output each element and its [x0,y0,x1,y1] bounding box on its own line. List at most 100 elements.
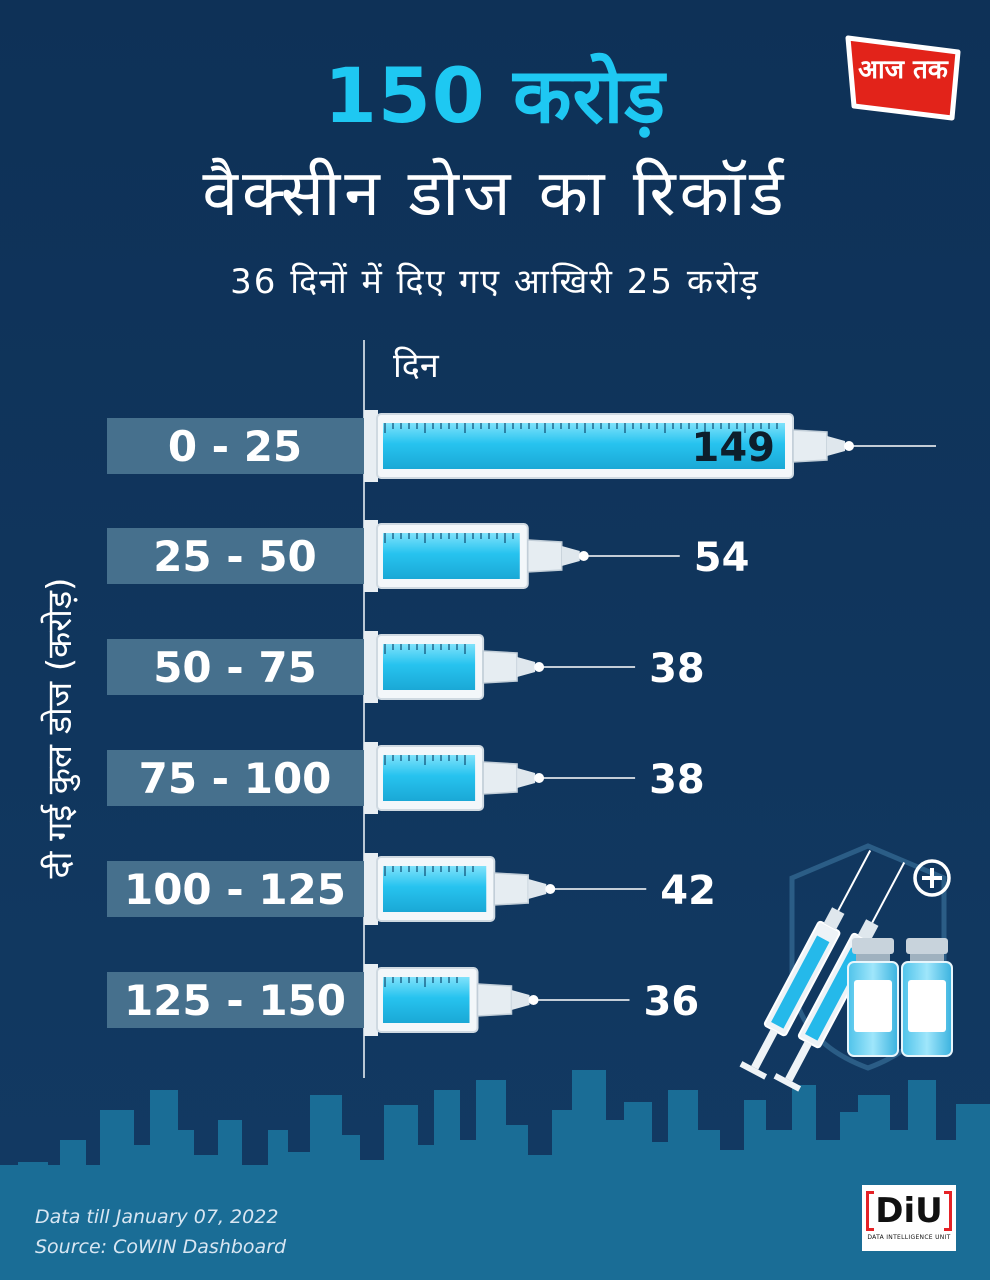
skyline-building [572,1070,606,1280]
skyline-building [526,1155,554,1280]
plus-icon [922,868,942,888]
skyline-building [744,1100,766,1280]
skyline-building [310,1095,342,1280]
skyline-building [458,1140,478,1280]
syringe-vial-illustration [739,843,953,1092]
diu-bracket-left [866,1191,874,1231]
skyline-building [60,1140,86,1280]
needle-base [528,995,539,1005]
category-label-box [107,972,364,1028]
skyline-building [268,1130,288,1280]
category-label-box [107,861,364,917]
x-axis-label: दिन [393,346,439,386]
needle-base [844,441,854,451]
aajtak-logo-text: आज तक [858,55,949,85]
syringe-icon [739,850,872,1080]
skyline-building [650,1142,670,1280]
skyline-building [150,1090,178,1280]
bar-fill [383,423,785,469]
syringe-bar: 75 - 100 38 [107,742,705,814]
syringe-hub [792,429,828,463]
syringe-bar: 0 - 25 149 [107,410,936,482]
skyline-building [792,1085,816,1280]
skyline-building [552,1110,574,1280]
skyline-building [100,1110,134,1280]
skyline-building [814,1140,842,1280]
syringe-tip [528,879,547,899]
skyline-building [414,1145,436,1280]
plus-circle-icon [913,859,951,897]
data-label: 38 [649,646,705,692]
skyline-building [82,1170,102,1280]
bar-fill [383,533,520,579]
data-label: 149 [692,425,776,471]
syringe-bar: 100 - 125 42 [107,853,716,925]
syringe-bar: 25 - 50 54 [107,520,749,592]
category-label: 75 - 100 [139,754,332,803]
syringe-flange [364,631,378,703]
skyline-building [18,1162,48,1280]
syringe-tip [517,657,536,677]
syringe-flange [364,410,378,482]
category-label: 100 - 125 [124,865,346,914]
skyline-building [476,1080,506,1280]
needle-base [578,551,589,561]
vaccine-vial-icon [847,938,899,1057]
category-label: 50 - 75 [153,643,317,692]
data-label: 38 [649,757,705,803]
skyline-building [764,1130,794,1280]
skyline-building [624,1102,652,1280]
syringe-flange [364,853,378,925]
syringe-hub [482,650,518,684]
page-subtitle: 36 दिनों में दिए गए आखिरी 25 करोड़ [230,262,760,302]
skyline-building [44,1185,62,1280]
syringe-flange [364,964,378,1036]
syringe-hub [493,872,530,906]
skyline-building [0,1200,22,1280]
needle-base [534,662,545,672]
needle-base [545,884,556,894]
syringe-tip [827,436,845,456]
skyline-building [286,1152,312,1280]
data-label: 54 [694,535,750,581]
vaccine-vial-icon [901,938,953,1057]
syringe-bar: 50 - 75 38 [107,631,705,703]
skyline-building [718,1150,746,1280]
syringe-flange [364,742,378,814]
aajtak-logo: आज तक [845,35,961,121]
skyline-building [434,1090,460,1280]
skyline-building [384,1105,418,1280]
skyline-building [192,1155,222,1280]
data-date-note: Data till January 07, 2022 [35,1206,279,1228]
category-label-box [107,528,364,584]
skyline-building [840,1112,860,1280]
skyline-building [338,1135,360,1280]
bar-fill [383,755,476,801]
skyline-building [604,1120,626,1280]
skyline-building [504,1125,528,1280]
syringe-tip [511,990,530,1010]
skyline-building [130,1145,152,1280]
category-label-box [107,418,364,474]
syringe-hub [482,761,518,795]
category-label-box [107,750,364,806]
data-label: 42 [660,868,716,914]
syringe-bar: 125 - 150 36 [107,964,699,1036]
bar-fill [383,866,487,912]
diu-logo-subtext: DATA INTELLIGENCE UNIT [867,1234,951,1241]
syringe-flange [364,520,378,592]
syringe-tip [517,768,536,788]
bars-group: 0 - 25 149 25 - 50 54 50 - 75 38 75 - 100 38 100… [107,410,936,1036]
skyline-building [358,1160,386,1280]
bar-fill [383,644,476,690]
category-label: 0 - 25 [168,422,302,471]
page-title: 150 करोड़ [324,51,666,140]
skyline-building [176,1130,194,1280]
skyline-building [696,1130,720,1280]
syringe-hub [527,539,563,573]
skyline-building [240,1168,270,1280]
city-skyline [0,1070,990,1280]
diu-logo-text: DiU [875,1191,943,1231]
syringe-hub [476,983,513,1017]
syringe-tip [561,546,580,566]
